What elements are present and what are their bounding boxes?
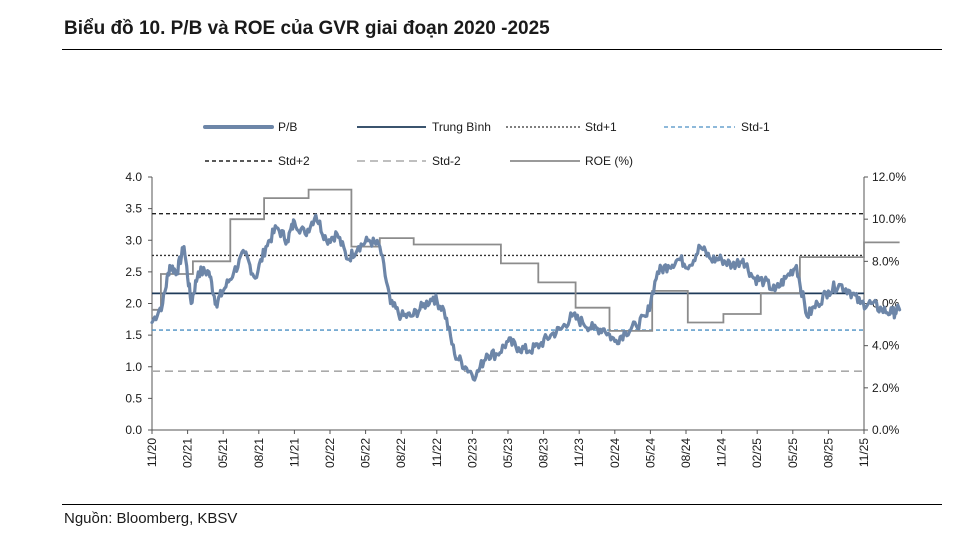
x-tick-label: 08/21: [252, 438, 266, 468]
legend-label-mean: Trung Bình: [432, 120, 491, 134]
x-tick-label: 11/21: [287, 438, 301, 467]
legend: P/B Trung Bình Std+1 Std-1 Std+2 Std-2 R…: [205, 120, 770, 168]
x-tick-label: 11/25: [857, 438, 871, 467]
y-left-tick-label: 4.0: [125, 170, 142, 184]
source-rule: [62, 504, 942, 505]
legend-label-roe: ROE (%): [585, 154, 633, 168]
y-right-tick-label: 4.0%: [872, 339, 900, 353]
x-tick-label: 02/25: [750, 438, 764, 468]
x-tick-label: 02/21: [181, 438, 195, 468]
y-right-tick-label: 0.0%: [872, 423, 900, 437]
y-left-tick-label: 1.5: [125, 328, 142, 342]
y-right-tick-label: 12.0%: [872, 170, 906, 184]
y-left-tick-label: 0.0: [125, 423, 142, 437]
y-right-tick-label: 8.0%: [872, 254, 900, 268]
y-left-tick-label: 2.0: [125, 297, 142, 311]
legend-item-std-minus-2[interactable]: Std-2: [357, 154, 461, 168]
roe-line: [152, 190, 900, 331]
x-tick-label: 08/23: [537, 438, 551, 468]
x-tick-label: 11/22: [430, 438, 444, 467]
legend-item-mean[interactable]: Trung Bình: [357, 120, 491, 134]
x-tick-label: 08/24: [679, 438, 693, 468]
legend-item-pb[interactable]: P/B: [205, 120, 297, 134]
legend-label-std-plus-2: Std+2: [278, 154, 310, 168]
y-left-tick-label: 2.5: [125, 265, 142, 279]
x-tick-label: 11/20: [145, 438, 159, 467]
x-tick-label: 05/22: [359, 438, 373, 468]
x-tick-label: 05/24: [643, 438, 657, 468]
legend-label-pb: P/B: [278, 120, 297, 134]
legend-item-std-plus-1[interactable]: Std+1: [506, 120, 617, 134]
y-left-tick-label: 1.0: [125, 360, 142, 374]
axes: 0.00.51.01.52.02.53.03.54.00.0%2.0%4.0%6…: [125, 170, 906, 468]
x-tick-label: 05/25: [786, 438, 800, 468]
source-note: Nguồn: Bloomberg, KBSV: [64, 510, 237, 527]
y-left-tick-label: 3.0: [125, 233, 142, 247]
x-tick-label: 05/21: [216, 438, 230, 468]
x-tick-label: 05/23: [501, 438, 515, 468]
legend-label-std-minus-2: Std-2: [432, 154, 461, 168]
reference-lines: [152, 214, 864, 371]
y-right-tick-label: 10.0%: [872, 212, 906, 226]
x-tick-label: 08/25: [821, 438, 835, 468]
x-tick-label: 08/22: [394, 438, 408, 468]
legend-label-std-plus-1: Std+1: [585, 120, 617, 134]
legend-item-roe[interactable]: ROE (%): [510, 154, 633, 168]
y-left-tick-label: 0.5: [125, 391, 142, 405]
x-tick-label: 02/24: [608, 438, 622, 468]
legend-label-std-minus-1: Std-1: [741, 120, 770, 134]
x-tick-label: 11/24: [715, 438, 729, 467]
y-left-tick-label: 3.5: [125, 202, 142, 216]
y-right-tick-label: 2.0%: [872, 381, 900, 395]
x-tick-label: 11/23: [572, 438, 586, 467]
chart: P/B Trung Bình Std+1 Std-1 Std+2 Std-2 R…: [0, 0, 974, 549]
legend-item-std-plus-2[interactable]: Std+2: [205, 154, 310, 168]
x-tick-label: 02/23: [465, 438, 479, 468]
pb-line: [152, 215, 900, 380]
x-tick-label: 02/22: [323, 438, 337, 468]
legend-item-std-minus-1[interactable]: Std-1: [664, 120, 770, 134]
series: [152, 190, 900, 381]
